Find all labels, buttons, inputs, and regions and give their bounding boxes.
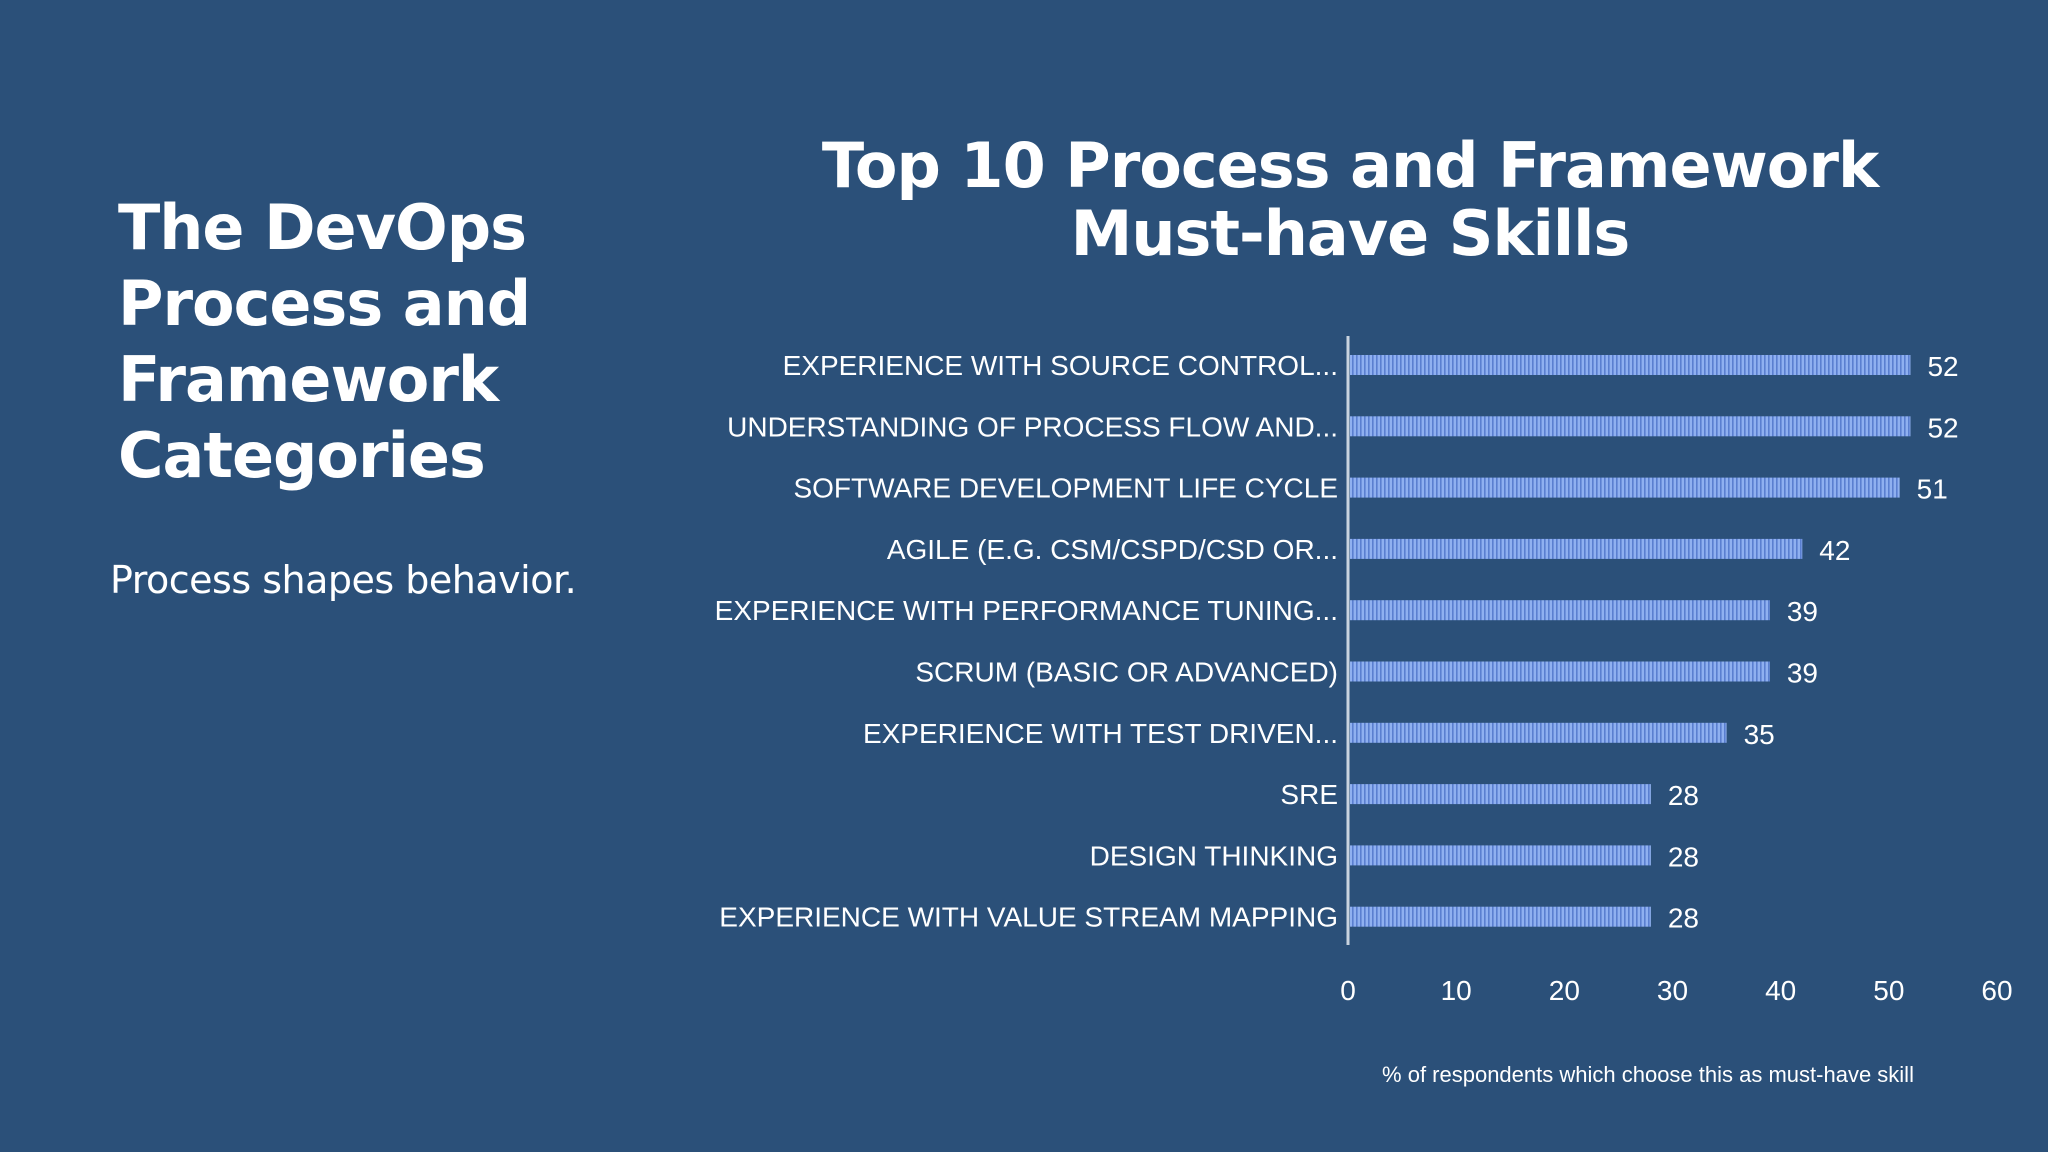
category-label: DESIGN THINKING	[1090, 840, 1338, 871]
data-label: 52	[1927, 412, 1958, 443]
bar	[1350, 600, 1770, 621]
bar	[1350, 355, 1911, 375]
x-tick-labels: 0 10 20 30 40 50 60	[1340, 975, 2012, 1006]
bar	[1350, 538, 1803, 559]
category-label: AGILE (E.G. CSM/CSPD/CSD OR...	[887, 534, 1338, 565]
category-label: SOFTWARE DEVELOPMENT LIFE CYCLE	[793, 473, 1338, 504]
data-label: 28	[1668, 903, 1699, 934]
category-labels: EXPERIENCE WITH SOURCE CONTROL... UNDERST…	[715, 350, 1338, 933]
data-label: 28	[1668, 841, 1699, 872]
category-label: SRE	[1280, 779, 1338, 810]
category-label: EXPERIENCE WITH PERFORMANCE TUNING...	[715, 595, 1338, 626]
x-axis-label: % of respondents which choose this as mu…	[1382, 1062, 1914, 1087]
x-tick-label: 40	[1765, 975, 1796, 1006]
data-label: 52	[1927, 351, 1958, 382]
x-tick-label: 30	[1657, 975, 1688, 1006]
bar	[1350, 416, 1911, 437]
data-label: 39	[1787, 658, 1818, 689]
category-label: UNDERSTANDING OF PROCESS FLOW AND...	[727, 411, 1338, 442]
bar	[1350, 722, 1727, 743]
data-label: 42	[1819, 535, 1850, 566]
category-label: SCRUM (BASIC OR ADVANCED)	[915, 657, 1338, 688]
x-tick-label: 60	[1981, 975, 2012, 1006]
category-label: EXPERIENCE WITH TEST DRIVEN...	[863, 718, 1338, 749]
bars-layer	[1350, 355, 1911, 927]
bar	[1350, 906, 1651, 927]
x-tick-label: 20	[1549, 975, 1580, 1006]
x-tick-label: 50	[1873, 975, 1904, 1006]
slide-subheading: Process shapes behavior.	[110, 558, 577, 602]
bar	[1350, 661, 1770, 682]
data-label: 28	[1668, 780, 1699, 811]
category-label: EXPERIENCE WITH VALUE STREAM MAPPING	[719, 902, 1338, 933]
x-tick-label: 10	[1441, 975, 1472, 1006]
bar	[1350, 784, 1651, 805]
slide-heading: The DevOps Process and Framework Categor…	[118, 191, 531, 492]
data-label: 39	[1787, 596, 1818, 627]
data-label: 51	[1917, 474, 1948, 505]
data-label: 35	[1744, 719, 1775, 750]
chart-title: Top 10 Process and Framework Must-have S…	[821, 129, 1879, 270]
bar	[1350, 845, 1651, 866]
x-tick-label: 0	[1340, 975, 1356, 1006]
bar	[1350, 477, 1900, 498]
category-label: EXPERIENCE WITH SOURCE CONTROL...	[783, 350, 1338, 381]
